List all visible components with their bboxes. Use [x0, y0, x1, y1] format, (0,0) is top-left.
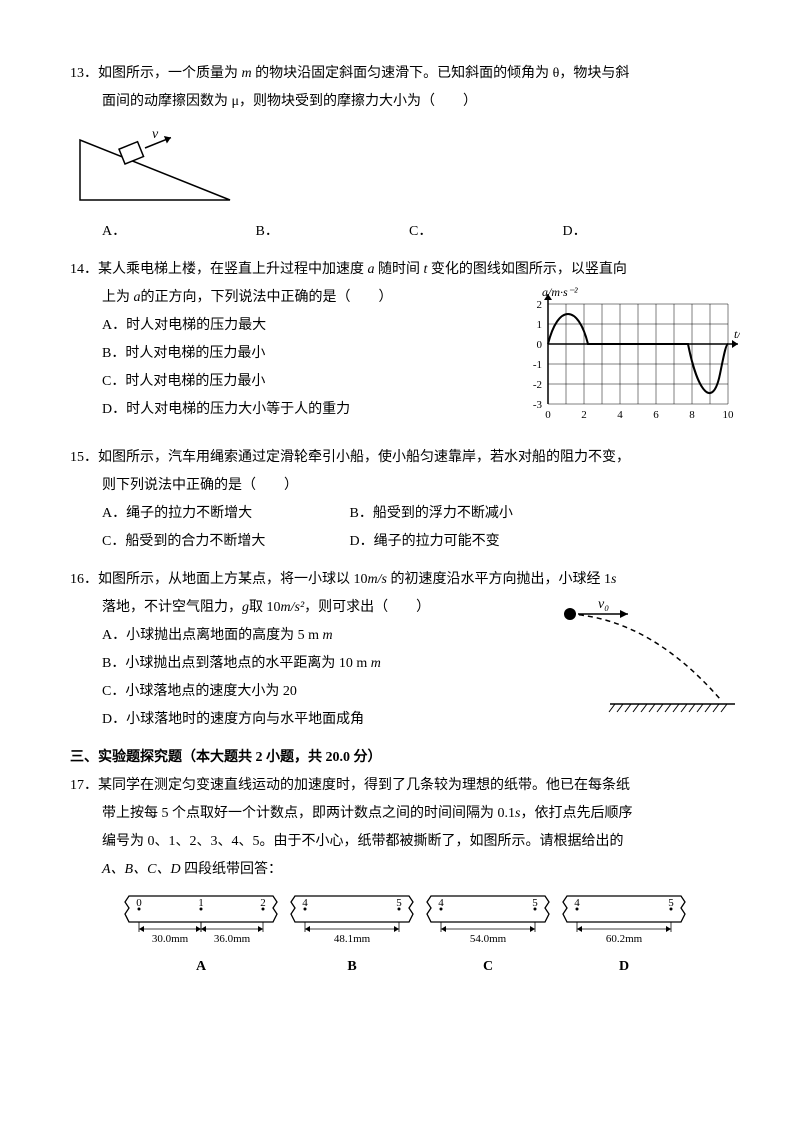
- q13-stem: 13．如图所示，一个质量为 m 的物块沿固定斜面匀速滑下。已知斜面的倾角为 θ，…: [70, 60, 740, 88]
- tape-A: 01230.0mm36.0mmA: [121, 894, 281, 981]
- svg-text:5: 5: [532, 897, 538, 909]
- q15-opt-a: A．绳子的拉力不断增大: [102, 500, 322, 528]
- svg-text:2: 2: [581, 409, 587, 421]
- q13-stem-line2: 面间的动摩擦因数为 μ，则物块受到的摩擦力大小为（ ）: [70, 88, 740, 116]
- q15-stem-line2: 则下列说法中正确的是（ ）: [70, 472, 740, 500]
- q16-opt-c: C．小球落地点的速度大小为 20: [102, 678, 550, 706]
- q14-opt-c: C．时人对电梯的压力最小: [102, 368, 520, 396]
- svg-text:a/m·s⁻²: a/m·s⁻²: [542, 285, 578, 299]
- svg-text:30.0mm: 30.0mm: [152, 933, 189, 945]
- q14-opt-d: D．时人对电梯的压力大小等于人的重力: [102, 396, 520, 424]
- q15-stem: 15．如图所示，汽车用绳索通过定滑轮牵引小船，使小船匀速靠岸，若水对船的阻力不变…: [70, 444, 740, 472]
- q13-opt-d: D．: [563, 218, 713, 246]
- q16-figure: v₀: [550, 594, 740, 724]
- q16-num: 16．: [70, 572, 98, 587]
- q15-options-row2: C．船受到的合力不断增大 D．绳子的拉力可能不变: [70, 528, 740, 556]
- q16-options: A．小球抛出点离地面的高度为 5 m m B．小球抛出点到落地点的水平距离为 1…: [70, 622, 550, 734]
- q13-num: 13．: [70, 66, 98, 81]
- q17-tapes: 01230.0mm36.0mmA 4548.1mmB 4554.0mmC 456…: [70, 894, 740, 981]
- section-3-title: 三、实验题探究题（本大题共 2 小题，共 20.0 分）: [70, 744, 740, 772]
- question-14: 14．某人乘电梯上楼，在竖直上升过程中加速度 a 随时间 t 变化的图线如图所示…: [70, 256, 740, 434]
- q16-opt-d: D．小球落地时的速度方向与水平地面成角: [102, 706, 550, 734]
- q17-stem: 17．某同学在测定匀变速直线运动的加速度时，得到了几条较为理想的纸带。他已在每条…: [70, 772, 740, 800]
- q13-opt-a: A．: [102, 218, 252, 246]
- q16-stem-line2: 落地，不计空气阻力，g取 10m/s²，则可求出（ ）: [70, 594, 550, 622]
- q14-stem-line2: 上为 a的正方向，下列说法中正确的是（ ）: [70, 284, 520, 312]
- q13-opt-c: C．: [409, 218, 559, 246]
- q15-opt-c: C．船受到的合力不断增大: [102, 528, 322, 556]
- question-15: 15．如图所示，汽车用绳索通过定滑轮牵引小船，使小船匀速靠岸，若水对船的阻力不变…: [70, 444, 740, 556]
- svg-text:48.1mm: 48.1mm: [334, 933, 371, 945]
- q16-stem: 16．如图所示，从地面上方某点，将一小球以 10m/s 的初速度沿水平方向抛出，…: [70, 566, 740, 594]
- tape-C: 4554.0mmC: [423, 894, 553, 981]
- tape-D: 4560.2mmD: [559, 894, 689, 981]
- q13-figure: v: [70, 120, 740, 210]
- svg-text:2: 2: [537, 299, 543, 311]
- tape-B: 4548.1mmB: [287, 894, 417, 981]
- svg-text:5: 5: [396, 897, 402, 909]
- q13-options: A． B． C． D．: [70, 218, 740, 246]
- question-13: 13．如图所示，一个质量为 m 的物块沿固定斜面匀速滑下。已知斜面的倾角为 θ，…: [70, 60, 740, 246]
- q14-num: 14．: [70, 262, 98, 277]
- svg-text:1: 1: [198, 897, 204, 909]
- svg-text:4: 4: [574, 897, 580, 909]
- q13-opt-b: B．: [256, 218, 406, 246]
- svg-text:0: 0: [537, 339, 543, 351]
- q14-opt-a: A．时人对电梯的压力最大: [102, 312, 520, 340]
- q14-figure: 210-1-2-30246810a/m·s⁻²t/s: [520, 284, 740, 434]
- question-16: 16．如图所示，从地面上方某点，将一小球以 10m/s 的初速度沿水平方向抛出，…: [70, 566, 740, 734]
- q14-opt-b: B．时人对电梯的压力最小: [102, 340, 520, 368]
- q15-opt-d: D．绳子的拉力可能不变: [350, 528, 500, 556]
- svg-text:4: 4: [617, 409, 623, 421]
- q15-options-row1: A．绳子的拉力不断增大 B．船受到的浮力不断减小: [70, 500, 740, 528]
- q16-opt-b: B．小球抛出点到落地点的水平距离为 10 m m: [102, 650, 550, 678]
- q16-opt-a: A．小球抛出点离地面的高度为 5 m m: [102, 622, 550, 650]
- svg-text:6: 6: [653, 409, 659, 421]
- svg-text:8: 8: [689, 409, 695, 421]
- svg-text:60.2mm: 60.2mm: [606, 933, 643, 945]
- q15-num: 15．: [70, 450, 98, 465]
- svg-text:v: v: [152, 127, 159, 142]
- svg-text:t/s: t/s: [734, 327, 740, 341]
- question-17: 17．某同学在测定匀变速直线运动的加速度时，得到了几条较为理想的纸带。他已在每条…: [70, 772, 740, 981]
- svg-text:4: 4: [438, 897, 444, 909]
- svg-text:36.0mm: 36.0mm: [214, 933, 251, 945]
- svg-text:1: 1: [537, 319, 543, 331]
- svg-text:0: 0: [136, 897, 142, 909]
- svg-text:0: 0: [545, 409, 551, 421]
- svg-text:4: 4: [302, 897, 308, 909]
- svg-text:10: 10: [723, 409, 735, 421]
- q17-num: 17．: [70, 778, 98, 793]
- svg-text:2: 2: [260, 897, 266, 909]
- svg-text:v₀: v₀: [598, 597, 609, 612]
- svg-text:-3: -3: [533, 399, 543, 411]
- svg-text:-1: -1: [533, 359, 542, 371]
- q14-options: A．时人对电梯的压力最大 B．时人对电梯的压力最小 C．时人对电梯的压力最小 D…: [70, 312, 520, 424]
- svg-text:54.0mm: 54.0mm: [470, 933, 507, 945]
- q15-opt-b: B．船受到的浮力不断减小: [350, 500, 513, 528]
- svg-text:-2: -2: [533, 379, 542, 391]
- q14-stem: 14．某人乘电梯上楼，在竖直上升过程中加速度 a 随时间 t 变化的图线如图所示…: [70, 256, 740, 284]
- svg-text:5: 5: [668, 897, 674, 909]
